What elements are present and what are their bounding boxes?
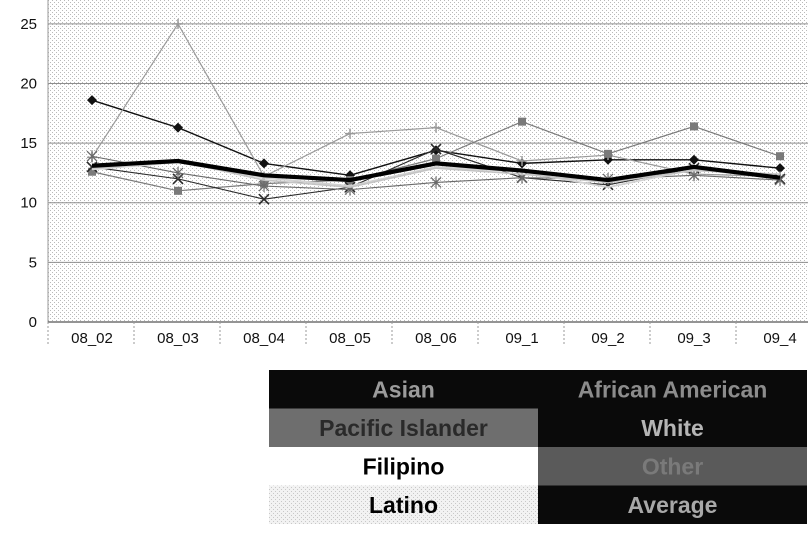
y-tick-label: 5	[29, 254, 37, 271]
axes: 0 5 10 15 20 25 08_02 08_03 08_04 08_05 08_06 09_1 0…	[20, 0, 808, 347]
data-point	[259, 158, 269, 169]
legend-label: Other	[642, 453, 703, 479]
series-asian	[87, 95, 785, 181]
data-point	[430, 176, 442, 189]
legend-label: Average	[628, 492, 718, 518]
legend-swatch	[269, 447, 538, 486]
y-tick-label: 15	[20, 135, 37, 152]
legend-swatch	[269, 408, 538, 447]
data-point	[258, 180, 270, 193]
data-point	[689, 154, 699, 165]
legend-label: White	[641, 415, 704, 441]
legend-item-white: White	[538, 408, 807, 447]
data-point	[517, 156, 527, 166]
legend-swatch	[538, 408, 807, 447]
legend-swatch	[269, 370, 538, 409]
x-tick-label: 09_1	[505, 330, 538, 347]
legend-label: Latino	[369, 492, 438, 518]
y-tick-label: 20	[20, 75, 37, 92]
data-point	[345, 128, 355, 139]
data-point	[775, 163, 785, 174]
legend-swatch	[538, 447, 807, 486]
series-average	[91, 158, 781, 183]
legend-item-asian: Asian	[269, 370, 538, 409]
data-point	[174, 186, 182, 195]
legend-label: African American	[578, 376, 768, 402]
x-tick-label: 08_06	[415, 330, 457, 347]
legend-swatch	[538, 485, 807, 524]
x-tick-label: 09_2	[591, 330, 624, 347]
series-lines	[86, 18, 786, 205]
legend-item-african-american: African American	[538, 370, 807, 409]
legend: Asian African American Pacific Islander Whi…	[269, 370, 807, 524]
data-point	[173, 18, 183, 29]
legend-label: Filipino	[363, 453, 445, 479]
data-point	[776, 152, 784, 161]
x-tick-label: 08_05	[329, 330, 371, 347]
x-tick-label: 09_4	[763, 330, 796, 347]
y-tick-label: 0	[29, 314, 37, 331]
y-tick-label: 10	[20, 195, 37, 212]
x-tick-label: 08_03	[157, 330, 199, 347]
x-tick-label: 09_3	[677, 330, 710, 347]
data-point	[431, 122, 441, 133]
x-tick-label: 08_04	[243, 330, 285, 347]
legend-item-other: Other	[538, 447, 807, 486]
data-point	[88, 167, 96, 176]
data-point	[432, 154, 440, 163]
data-point	[690, 122, 698, 131]
data-point	[431, 145, 441, 156]
series-other	[86, 150, 786, 196]
legend-item-average: Average	[538, 485, 807, 524]
y-tick-label: 25	[20, 16, 37, 33]
x-tick-label: 08_02	[71, 330, 113, 347]
gridlines	[48, 23, 808, 263]
legend-label: Pacific Islander	[319, 415, 488, 441]
legend-item-filipino: Filipino	[269, 447, 538, 486]
data-point	[430, 143, 442, 155]
legend-label: Asian	[372, 376, 435, 402]
data-point	[87, 95, 97, 106]
data-point	[172, 166, 184, 179]
data-point	[173, 122, 183, 133]
legend-item-pacific-islander: Pacific Islander	[269, 408, 538, 447]
data-point	[604, 149, 612, 158]
legend-swatch	[269, 485, 538, 524]
data-point	[258, 193, 270, 205]
data-point	[86, 150, 98, 163]
legend-swatch	[538, 370, 807, 409]
data-point	[518, 117, 526, 126]
legend-item-latino: Latino	[269, 485, 538, 524]
